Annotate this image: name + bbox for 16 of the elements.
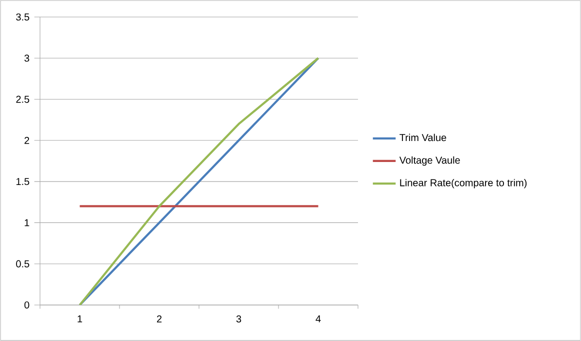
x-tick-label: 3 — [236, 315, 242, 322]
x-tick-label: 2 — [156, 315, 162, 322]
y-tick-label: 0 — [24, 301, 30, 309]
legend-label: Voltage Vaule — [399, 156, 460, 166]
legend-label: Linear Rate(compare to trim) — [400, 178, 527, 188]
y-tick-label: 1.5 — [16, 178, 30, 186]
y-tick-label: 0.5 — [16, 260, 30, 268]
legend-label: Trim Value — [400, 134, 446, 142]
y-tick-label: 3.5 — [16, 13, 30, 21]
x-tick-label: 1 — [78, 315, 82, 322]
line-series — [78, 57, 320, 305]
x-tick-label: 4 — [316, 315, 321, 322]
y-tick-label: 3 — [24, 54, 30, 62]
y-tick-label: 2 — [24, 136, 30, 144]
y-tick-label: 1 — [24, 219, 30, 226]
y-tick-label: 2.5 — [16, 96, 30, 103]
